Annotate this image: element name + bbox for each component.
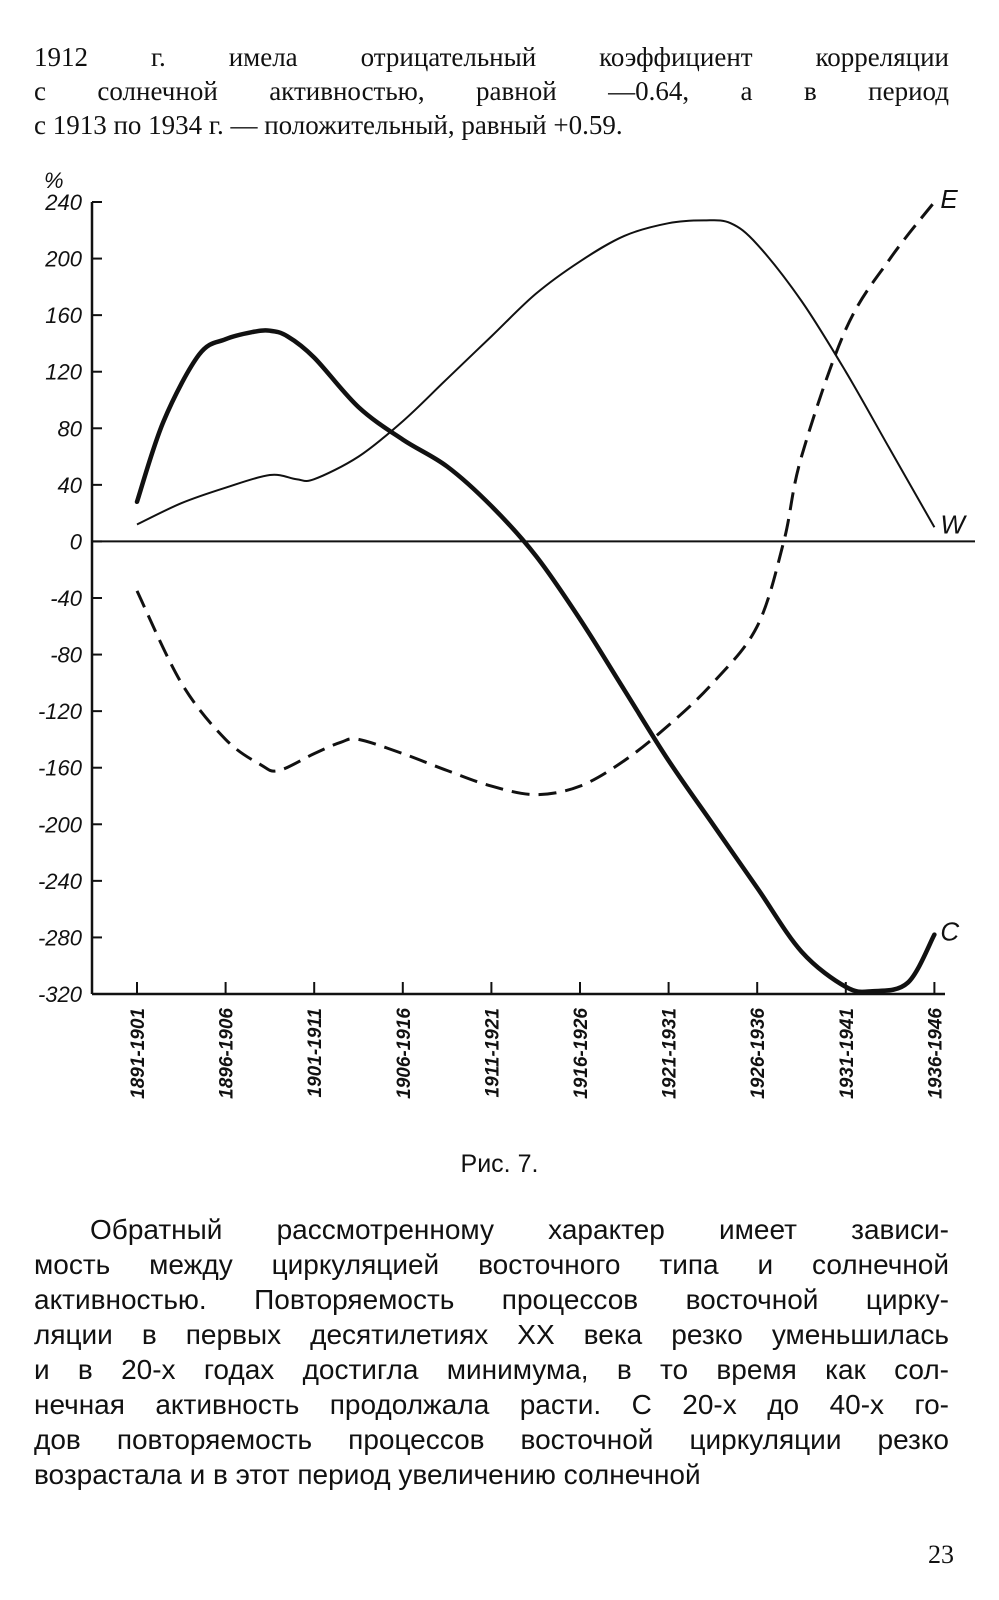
y-tick-label: -200: [38, 812, 83, 837]
top-paragraph: 1912 г. имела отрицательный коэффициент …: [34, 40, 949, 142]
series-line-c: [134, 328, 937, 995]
y-tick-label: 0: [70, 529, 83, 554]
figure-caption: Рис. 7.: [460, 1150, 539, 1178]
y-tick-label: 120: [45, 360, 82, 385]
y-tick-label: -120: [38, 699, 83, 724]
bottom-paragraph: Обратный рассмотренному характер имеет з…: [34, 1212, 949, 1492]
y-tick-label: -160: [38, 756, 83, 781]
x-tick-label: 1926-1936: [748, 1008, 769, 1099]
y-tick-label: 240: [44, 190, 82, 215]
y-tick-label: -40: [50, 586, 83, 611]
figure-7: % 240 200 160 120 80 40 0 -40 -80 -120 -160 -200 -240…: [0, 160, 999, 1150]
text-line: дов повторяемость процессов восточной ци…: [34, 1424, 949, 1455]
y-tick-label: -80: [50, 643, 83, 668]
text-line: с 1913 по 1934 г. — положительный, равны…: [34, 110, 623, 140]
text-line: ляции в первых десятилетиях XX века резк…: [34, 1319, 949, 1350]
y-tick-label: 40: [58, 473, 83, 498]
x-tick-label: 1931-1941: [837, 1008, 858, 1099]
text-line: 1912 г. имела отрицательный коэффициент …: [34, 42, 949, 72]
y-tick-label: -240: [38, 869, 83, 894]
x-tick-label: 1916-1926: [571, 1008, 592, 1099]
y-tick-label: 160: [45, 303, 82, 328]
line-chart: %240 200 160 120 80 40 0 -40 -80 -120 -160 -200 -240…: [38, 168, 975, 1099]
y-tick-label: -280: [38, 925, 83, 950]
y-tick-label: 80: [58, 416, 83, 441]
text-line: и в 20-х годах достигла минимума, в то в…: [34, 1354, 949, 1385]
series-line-w: [136, 219, 936, 528]
x-tick-label: 1901-1911: [305, 1008, 326, 1097]
series-line-e: [135, 201, 936, 797]
text-line: нечная активность продолжала расти. С 20…: [34, 1389, 949, 1420]
text-line: мость между циркуляцией восточного типа …: [34, 1249, 949, 1280]
x-tick-label: 1936-1946: [925, 1008, 946, 1099]
series-label-e: E: [940, 184, 958, 214]
page-number: 23: [928, 1540, 954, 1569]
y-tick-label: -320: [38, 982, 83, 1007]
x-tick-label: 1891-1901: [128, 1008, 149, 1099]
text-line: с солнечной активностью, равной —0.64, а…: [34, 76, 949, 106]
y-axis-label: %: [44, 168, 64, 193]
text-line: Обратный рассмотренному характер имеет з…: [90, 1214, 949, 1245]
x-tick-label: 1896-1906: [217, 1008, 238, 1099]
series-label-c: C: [940, 917, 959, 947]
x-tick-label: 1911-1921: [482, 1008, 503, 1097]
y-tick-label: 200: [44, 247, 82, 272]
text-line: возрастала и в этот период увеличению со…: [34, 1459, 701, 1490]
series-label-w: W: [940, 509, 967, 539]
x-tick-label: 1906-1916: [394, 1008, 415, 1099]
text-line: активностью. Повторяемость процессов вос…: [34, 1284, 949, 1315]
x-tick-label: 1921-1931: [660, 1008, 681, 1099]
